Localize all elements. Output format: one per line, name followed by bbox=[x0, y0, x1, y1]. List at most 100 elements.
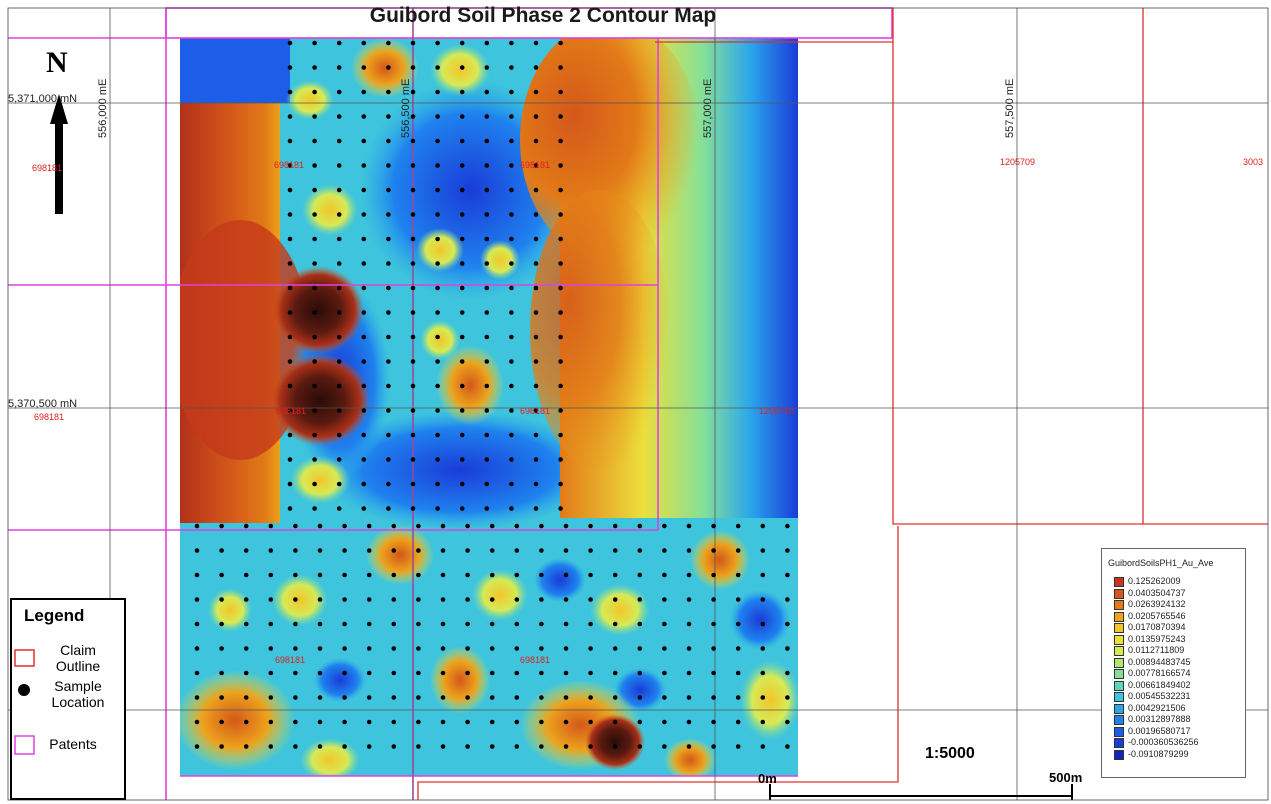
sample-location-dot bbox=[312, 261, 317, 266]
sample-location-dot bbox=[287, 383, 293, 389]
sample-location-dot bbox=[287, 310, 293, 315]
color-scale-legend: GuibordSoilsPH1_Au_Ave 0.125262009 0.0403… bbox=[1101, 548, 1246, 778]
sample-location-dot bbox=[588, 670, 593, 676]
sample-location-dot bbox=[293, 621, 298, 627]
sample-location-dot bbox=[533, 65, 539, 70]
sample-location-dot bbox=[336, 310, 342, 315]
patents-swatch bbox=[14, 735, 35, 755]
sample-location-dot bbox=[410, 65, 416, 70]
sample-location-dot bbox=[293, 597, 298, 602]
sample-location-dot bbox=[760, 719, 766, 725]
sample-location-dot bbox=[361, 432, 367, 438]
sample-location-dot bbox=[711, 572, 716, 578]
sample-location-dot bbox=[489, 548, 495, 553]
sample-location-dot bbox=[410, 114, 416, 119]
sample-location-dot bbox=[336, 236, 342, 242]
sample-location-dot bbox=[416, 744, 421, 749]
sample-location-dot bbox=[484, 285, 490, 291]
sample-location-dot bbox=[760, 695, 766, 700]
sample-location-dot bbox=[312, 212, 317, 217]
color-swatch bbox=[1114, 738, 1124, 748]
sample-location-dot bbox=[533, 138, 539, 144]
legend-box: Legend Claim Outline Sample Location Pat… bbox=[10, 598, 126, 800]
color-scale-value: 0.0042921506 bbox=[1128, 702, 1186, 713]
sample-location-dot bbox=[194, 719, 200, 725]
claim-number: 698181 bbox=[275, 655, 306, 665]
easting-label: 557,000 mE bbox=[702, 78, 714, 138]
color-scale-value: 0.0403504737 bbox=[1128, 587, 1186, 598]
sample-location-dot bbox=[440, 695, 446, 700]
sample-location-dot bbox=[361, 187, 367, 193]
sample-location-dot bbox=[312, 40, 317, 46]
sample-location-dot bbox=[514, 719, 520, 725]
sample-location-dot bbox=[336, 285, 342, 291]
sample-location-dot bbox=[711, 670, 716, 676]
legend-title: Legend bbox=[24, 606, 85, 625]
sample-location-dot bbox=[539, 621, 544, 627]
sample-location-dot bbox=[435, 65, 440, 70]
sample-location-dot bbox=[366, 572, 372, 578]
sample-location-dot bbox=[440, 670, 446, 676]
color-scale-value: -0.000360536256 bbox=[1128, 737, 1199, 747]
color-swatch bbox=[1114, 646, 1124, 656]
sample-location-dot bbox=[563, 744, 569, 749]
sample-location-dot bbox=[489, 523, 495, 529]
sample-location-dot bbox=[219, 695, 224, 700]
claim-number: 698181 bbox=[34, 412, 65, 422]
sample-location-dot bbox=[361, 40, 367, 46]
sample-location-dot bbox=[465, 523, 470, 529]
sample-location-dot bbox=[336, 457, 342, 462]
sample-location-dot bbox=[484, 114, 490, 119]
sample-location-dot bbox=[336, 261, 342, 266]
sample-location-dot bbox=[435, 114, 440, 119]
sample-location-dot bbox=[484, 359, 490, 364]
sample-location-dot bbox=[563, 695, 569, 700]
sample-location-dot bbox=[735, 572, 741, 578]
sample-location-dot bbox=[386, 89, 391, 95]
sample-location-dot bbox=[386, 359, 391, 364]
sample-location-dot bbox=[558, 114, 563, 119]
sample-location-dot bbox=[760, 523, 766, 529]
sample-location-dot bbox=[711, 597, 716, 602]
sample-location-dot bbox=[293, 646, 298, 651]
sample-location-dot bbox=[312, 432, 317, 438]
sample-location-dot bbox=[509, 40, 514, 46]
sample-location-dot bbox=[533, 310, 539, 315]
claim-number: 698181 bbox=[276, 406, 307, 416]
sample-location-dot bbox=[459, 383, 465, 389]
sample-location-dot bbox=[361, 310, 367, 315]
sample-location-dot bbox=[416, 597, 421, 602]
sample-location-dot bbox=[686, 621, 692, 627]
sample-location-dot bbox=[760, 548, 766, 553]
sample-location-dot bbox=[386, 408, 391, 413]
sample-location-dot bbox=[489, 572, 495, 578]
sample-location-dot bbox=[514, 597, 520, 602]
sample-location-dot bbox=[386, 187, 391, 193]
sample-location-dot bbox=[336, 187, 342, 193]
sample-location-dot bbox=[686, 695, 692, 700]
sample-location-dot bbox=[558, 163, 563, 168]
sample-location-dot bbox=[440, 646, 446, 651]
sample-location-dot bbox=[465, 646, 470, 651]
sample-location-dot bbox=[533, 40, 539, 46]
sample-location-dot bbox=[459, 506, 465, 511]
sample-location-dot bbox=[342, 621, 347, 627]
sample-location-dot bbox=[268, 670, 274, 676]
sample-location-dot bbox=[386, 138, 391, 144]
sample-location-dot bbox=[386, 383, 391, 389]
sample-location-dot bbox=[312, 236, 317, 242]
sample-location-dot bbox=[484, 138, 490, 144]
color-swatch bbox=[1114, 715, 1124, 725]
sample-location-dot bbox=[435, 383, 440, 389]
color-swatch bbox=[1114, 692, 1124, 702]
color-swatch bbox=[1114, 588, 1124, 599]
sample-location-dot bbox=[563, 646, 569, 651]
sample-location-dot bbox=[287, 163, 293, 168]
legend-claim-outline-label: Claim Outline bbox=[55, 642, 101, 674]
sample-location-dot bbox=[509, 114, 514, 119]
sample-location-dot bbox=[588, 695, 593, 700]
sample-location-dot bbox=[435, 212, 440, 217]
sample-location-dot bbox=[459, 334, 465, 340]
sample-location-dot bbox=[735, 695, 741, 700]
sample-location-dot bbox=[268, 597, 274, 602]
